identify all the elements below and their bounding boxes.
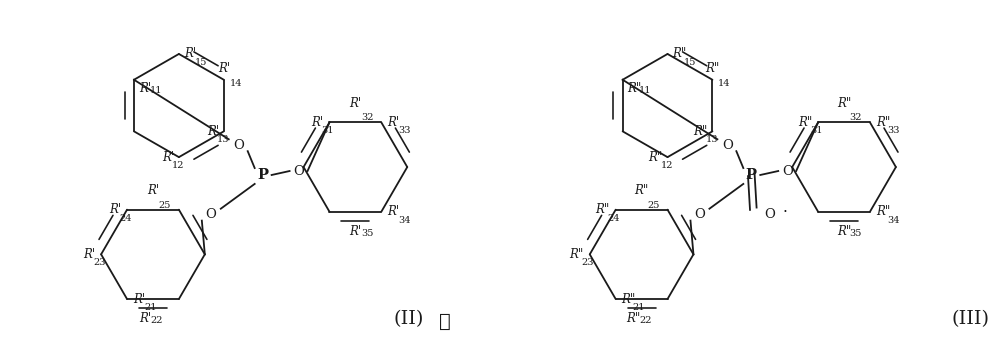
- Text: 12: 12: [172, 161, 184, 170]
- Text: 32: 32: [850, 113, 862, 122]
- Text: 35: 35: [361, 229, 373, 238]
- Text: R": R": [837, 225, 851, 238]
- Text: 23: 23: [93, 258, 106, 267]
- Text: R": R": [595, 203, 610, 216]
- Text: 33: 33: [398, 126, 411, 135]
- Text: 34: 34: [398, 216, 411, 225]
- Text: 35: 35: [850, 229, 862, 238]
- Text: 31: 31: [321, 126, 334, 135]
- Text: 13: 13: [705, 135, 718, 144]
- Text: 24: 24: [608, 214, 620, 223]
- Text: O: O: [205, 208, 216, 221]
- Text: 11: 11: [150, 86, 162, 95]
- Text: R": R": [627, 312, 641, 325]
- Text: R': R': [109, 203, 121, 216]
- Text: O: O: [722, 139, 733, 152]
- Text: 14: 14: [229, 79, 242, 88]
- Text: P: P: [257, 168, 268, 182]
- Text: R': R': [349, 225, 361, 238]
- Text: 12: 12: [661, 161, 673, 170]
- Text: O: O: [782, 164, 793, 178]
- Text: 33: 33: [887, 126, 899, 135]
- Text: R': R': [133, 293, 145, 305]
- Text: 21: 21: [633, 303, 645, 312]
- Text: R': R': [83, 248, 95, 261]
- Text: R': R': [207, 125, 219, 138]
- Text: R': R': [139, 312, 151, 325]
- Text: (II): (II): [393, 310, 423, 328]
- Text: 24: 24: [119, 214, 132, 223]
- Text: R': R': [311, 116, 323, 129]
- Text: 15: 15: [195, 58, 207, 67]
- Text: R': R': [349, 96, 361, 110]
- Text: 22: 22: [639, 316, 652, 325]
- Text: R': R': [387, 205, 399, 218]
- Text: R": R": [628, 82, 642, 95]
- Text: 21: 21: [144, 303, 156, 312]
- Text: 、: 、: [439, 312, 451, 331]
- Text: 31: 31: [810, 126, 823, 135]
- Text: R": R": [673, 48, 687, 60]
- Text: R": R": [634, 184, 649, 197]
- Text: R": R": [705, 62, 720, 75]
- Text: 25: 25: [647, 201, 660, 210]
- Text: R': R': [184, 48, 196, 60]
- Text: 11: 11: [639, 86, 651, 95]
- Text: 23: 23: [582, 258, 594, 267]
- Text: R': R': [387, 116, 399, 129]
- Text: O: O: [764, 208, 775, 221]
- Text: R': R': [218, 62, 230, 75]
- Text: 25: 25: [159, 201, 171, 210]
- Text: 14: 14: [718, 79, 731, 88]
- Text: 15: 15: [683, 58, 696, 67]
- Text: O: O: [233, 139, 244, 152]
- Text: R': R': [162, 151, 174, 164]
- Text: R": R": [876, 116, 890, 129]
- Text: O: O: [293, 164, 304, 178]
- Text: R": R": [798, 116, 812, 129]
- Text: R": R": [570, 248, 584, 261]
- Text: (III): (III): [952, 310, 990, 328]
- Text: R": R": [837, 96, 851, 110]
- Text: R": R": [693, 125, 707, 138]
- Text: R": R": [648, 151, 663, 164]
- Text: R': R': [139, 82, 151, 95]
- Text: 34: 34: [887, 216, 899, 225]
- Text: R": R": [622, 293, 636, 305]
- Text: P: P: [746, 168, 757, 182]
- Text: O: O: [694, 208, 705, 221]
- Text: ·: ·: [782, 205, 787, 220]
- Text: 22: 22: [151, 316, 163, 325]
- Text: R": R": [876, 205, 890, 218]
- Text: 32: 32: [361, 113, 373, 122]
- Text: 13: 13: [217, 135, 229, 144]
- Text: R': R': [147, 184, 159, 197]
